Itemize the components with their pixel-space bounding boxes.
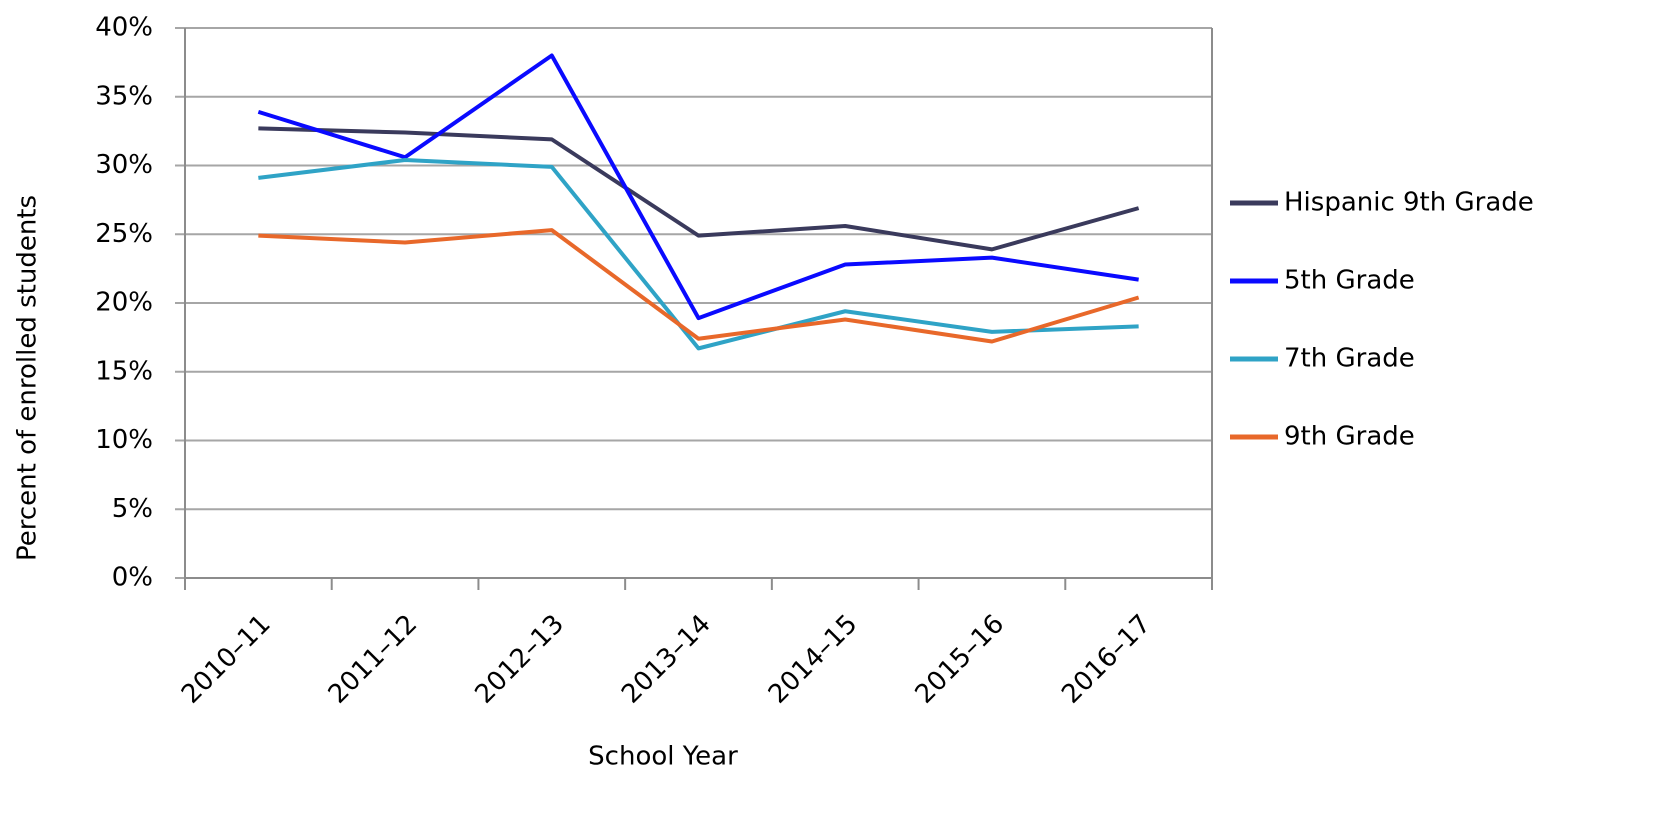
x-tick-label: 2013–14 bbox=[616, 609, 717, 710]
y-tick-label: 5% bbox=[112, 494, 153, 524]
x-tick-label: 2016–17 bbox=[1056, 609, 1157, 710]
x-tick-label: 2012–13 bbox=[469, 609, 570, 710]
y-tick-label: 10% bbox=[95, 425, 153, 455]
x-axis-label: School Year bbox=[588, 742, 738, 772]
legend-label: Hispanic 9th Grade bbox=[1284, 188, 1534, 218]
y-tick-label: 35% bbox=[95, 81, 153, 111]
x-tick-label: 2011–12 bbox=[323, 609, 424, 710]
x-tick-label: 2010–11 bbox=[176, 609, 277, 710]
y-tick-label: 15% bbox=[95, 356, 153, 386]
y-tick-label: 20% bbox=[95, 288, 153, 318]
x-tick-label: 2014–15 bbox=[763, 609, 864, 710]
y-tick-label: 40% bbox=[95, 13, 153, 43]
series-line bbox=[258, 126, 1140, 252]
y-axis-label: Percent of enrolled students bbox=[13, 195, 43, 561]
series-line bbox=[258, 228, 1140, 344]
legend-label: 5th Grade bbox=[1284, 266, 1415, 296]
series-line bbox=[257, 53, 1139, 321]
legend-label: 9th Grade bbox=[1284, 422, 1415, 452]
y-tick-label: 30% bbox=[95, 150, 153, 180]
x-tick-label: 2015–16 bbox=[910, 609, 1011, 710]
series-line bbox=[258, 158, 1139, 351]
y-tick-label: 25% bbox=[95, 219, 153, 249]
y-tick-label: 0% bbox=[112, 563, 153, 593]
legend-label: 7th Grade bbox=[1284, 344, 1415, 374]
